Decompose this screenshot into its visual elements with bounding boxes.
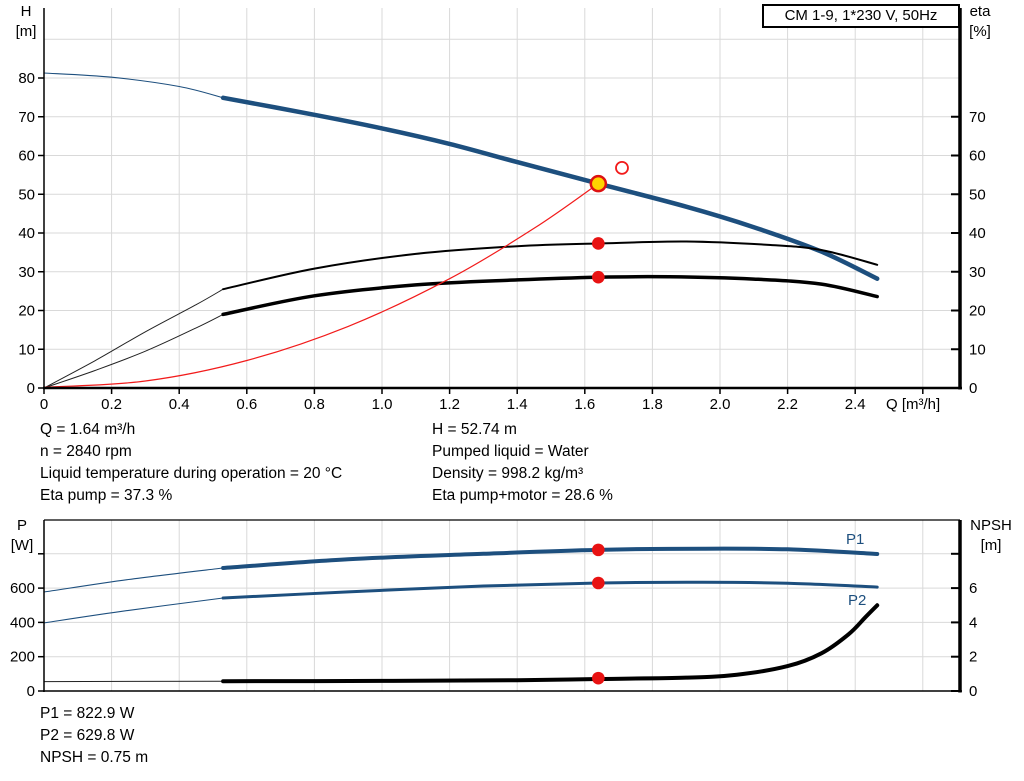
tick-label-right: 30 <box>969 264 986 281</box>
info-density: Density = 998.2 kg/m³ <box>432 465 584 482</box>
top-chart-plot: 0 10 20 30 40 50 60 70 80 0 10 20 30 40 50 60 70 0 0.2 0.4 0… <box>18 8 986 413</box>
tick-label-left: 10 <box>18 341 35 358</box>
p2-curve-label: P2 <box>848 592 867 609</box>
tick-label-right: 0 <box>969 380 977 397</box>
tick-label-x: 1.2 <box>439 396 460 413</box>
tick-label-x: 1.8 <box>642 396 663 413</box>
p1-curve-extended <box>43 567 224 593</box>
eta-pump-operating-point <box>592 237 605 250</box>
operating-info-right: H = 52.74 m Pumped liquid = Water Densit… <box>432 419 613 507</box>
npsh-operating-point <box>592 671 605 685</box>
p1-curve-label: P1 <box>846 531 865 548</box>
info-npsh: NPSH = 0.75 m <box>40 749 149 766</box>
eta-axis-symbol: eta <box>969 3 991 20</box>
info-p2: P2 = 629.8 W <box>40 727 135 744</box>
eta-pump-curve-extended <box>43 288 224 389</box>
npsh-axis-symbol: NPSH <box>970 517 1012 534</box>
p-axis-title: P [W] <box>2 516 42 556</box>
tick-label-x: 0.8 <box>304 396 325 413</box>
h-axis-unit: [m] <box>15 23 37 40</box>
eta-axis-title: eta [%] <box>959 2 1001 42</box>
duty-point[interactable] <box>589 174 608 193</box>
tick-label-left: 0 <box>27 683 35 700</box>
eta-pump-motor-operating-point <box>592 270 605 284</box>
tick-label-right: 60 <box>969 148 986 165</box>
tick-label-right: 4 <box>969 614 977 631</box>
tick-label-right: 10 <box>969 341 986 358</box>
p1-curve <box>221 546 880 570</box>
tick-label-x: 0 <box>40 396 48 413</box>
pump-title-box: CM 1-9, 1*230 V, 50Hz <box>762 4 960 28</box>
eta-pump-curve <box>222 240 879 291</box>
bottom-chart-plot: 0 200 400 600 0 2 4 6 <box>10 519 977 700</box>
power-info: P1 = 822.9 W P2 = 629.8 W NPSH = 0.75 m <box>40 703 148 769</box>
info-q: Q = 1.64 m³/h <box>40 421 136 438</box>
tick-label-left: 400 <box>10 614 35 631</box>
info-eta-pump: Eta pump = 37.3 % <box>40 487 173 504</box>
p2-curve-extended <box>43 597 224 624</box>
tick-label-right: 70 <box>969 109 986 126</box>
p2-curve <box>221 580 879 600</box>
eta-pump-motor-curve-extended <box>43 313 224 389</box>
head-curve-extended <box>43 72 224 99</box>
tick-label-x: 0.4 <box>169 396 190 413</box>
p2-operating-point <box>592 576 605 590</box>
npsh-axis-title: NPSH [m] <box>960 516 1022 556</box>
tick-label-left: 30 <box>18 264 35 281</box>
q-axis-label: Q [m³/h] <box>886 396 941 413</box>
tick-label-right: 50 <box>969 186 986 203</box>
tick-label-x: 2.4 <box>845 396 866 413</box>
tick-label-left: 70 <box>18 109 35 126</box>
rated-duty-open-point <box>615 160 629 175</box>
tick-label-x: 2.2 <box>777 396 798 413</box>
info-head: H = 52.74 m <box>432 421 517 438</box>
tick-label-x: 1.6 <box>574 396 595 413</box>
info-pumped-liquid: Pumped liquid = Water <box>432 443 589 460</box>
system-curve <box>43 183 599 388</box>
operating-info-left: Q = 1.64 m³/h n = 2840 rpm Liquid temper… <box>40 419 342 507</box>
tick-label-left: 60 <box>18 148 35 165</box>
tick-label-left: 50 <box>18 186 35 203</box>
tick-label-right: 40 <box>969 225 986 242</box>
info-p1: P1 = 822.9 W <box>40 705 135 722</box>
tick-label-x: 2.0 <box>710 396 731 413</box>
tick-label-right: 2 <box>969 649 977 666</box>
tick-label-x: 0.6 <box>236 396 257 413</box>
info-speed: n = 2840 rpm <box>40 443 132 460</box>
p-axis-symbol: P <box>16 517 27 534</box>
info-eta-pump-motor: Eta pump+motor = 28.6 % <box>432 487 613 504</box>
tick-label-left: 40 <box>18 225 35 242</box>
tick-label-x: 1.0 <box>372 396 393 413</box>
tick-label-left: 80 <box>18 70 35 87</box>
tick-label-left: 20 <box>18 303 35 320</box>
eta-pump-motor-curve <box>221 274 879 317</box>
head-curve <box>220 95 880 281</box>
tick-label-right: 20 <box>969 303 986 320</box>
tick-label-left: 600 <box>10 580 35 597</box>
tick-label-left: 200 <box>10 649 35 666</box>
npsh-curve <box>221 603 880 684</box>
tick-label-right: 0 <box>969 683 977 700</box>
info-liquid-temp: Liquid temperature during operation = 20… <box>40 465 343 482</box>
p-axis-unit: [W] <box>10 537 34 554</box>
p1-operating-point <box>592 543 605 557</box>
tick-label-right: 6 <box>969 580 977 597</box>
eta-axis-unit: [%] <box>969 23 991 40</box>
tick-label-x: 1.4 <box>507 396 528 413</box>
h-axis-title: H [m] <box>4 2 48 42</box>
h-axis-symbol: H <box>20 3 32 20</box>
tick-label-x: 0.2 <box>101 396 122 413</box>
tick-label-left: 0 <box>27 380 35 397</box>
npsh-axis-unit: [m] <box>980 537 1002 554</box>
